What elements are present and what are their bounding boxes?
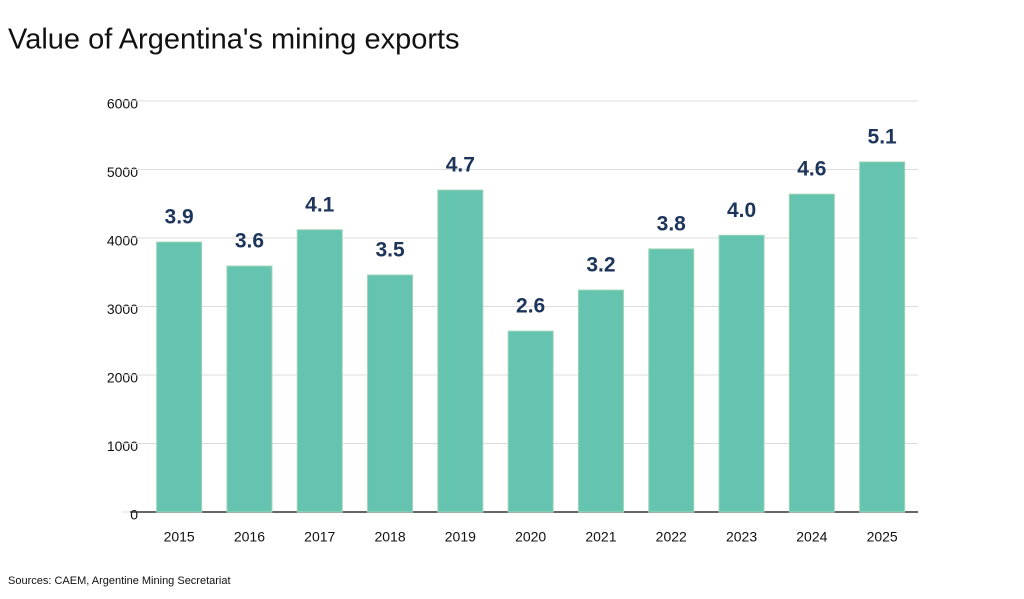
value-label: 3.6	[235, 230, 264, 253]
y-tick-label: 1000	[107, 438, 138, 454]
bar	[296, 229, 343, 513]
chart-title: Value of Argentina's mining exports	[8, 24, 460, 56]
x-tick-label: 2025	[867, 529, 898, 545]
bar	[859, 161, 906, 513]
y-tick-label: 4000	[107, 233, 138, 249]
value-label: 4.0	[727, 199, 756, 222]
value-label: 4.7	[446, 154, 475, 177]
x-tick-label: 2019	[445, 529, 476, 545]
bar	[226, 265, 273, 513]
x-tick-label: 2018	[374, 529, 405, 545]
bar	[577, 289, 624, 513]
bar	[367, 274, 414, 513]
y-tick-label: 6000	[107, 96, 138, 112]
x-tick-label: 2024	[796, 529, 827, 545]
y-tick-label: 5000	[107, 164, 138, 180]
x-tick-label: 2022	[656, 529, 687, 545]
bar	[437, 189, 484, 513]
value-label: 4.1	[305, 193, 335, 216]
x-tick-label: 2017	[304, 529, 335, 545]
value-label: 3.5	[375, 239, 405, 262]
x-tick-label: 2021	[585, 529, 616, 545]
bar	[507, 330, 554, 513]
value-label: 3.8	[657, 213, 687, 236]
value-label: 3.9	[165, 206, 194, 229]
value-label: 3.2	[586, 254, 615, 277]
value-label: 5.1	[868, 126, 898, 149]
y-tick-label: 3000	[107, 301, 138, 317]
y-tick-label: 0	[130, 507, 138, 523]
x-tick-label: 2020	[515, 529, 546, 545]
bar	[648, 248, 695, 513]
x-tick-label: 2015	[164, 529, 195, 545]
value-label: 4.6	[797, 158, 826, 181]
bar	[788, 193, 835, 513]
source-note: Sources: CAEM, Argentine Mining Secretar…	[8, 575, 231, 587]
bar	[156, 241, 203, 513]
value-label: 2.6	[516, 295, 545, 318]
bar	[718, 234, 765, 513]
y-tick-label: 2000	[107, 370, 138, 386]
x-tick-label: 2016	[234, 529, 265, 545]
x-tick-label: 2023	[726, 529, 757, 545]
